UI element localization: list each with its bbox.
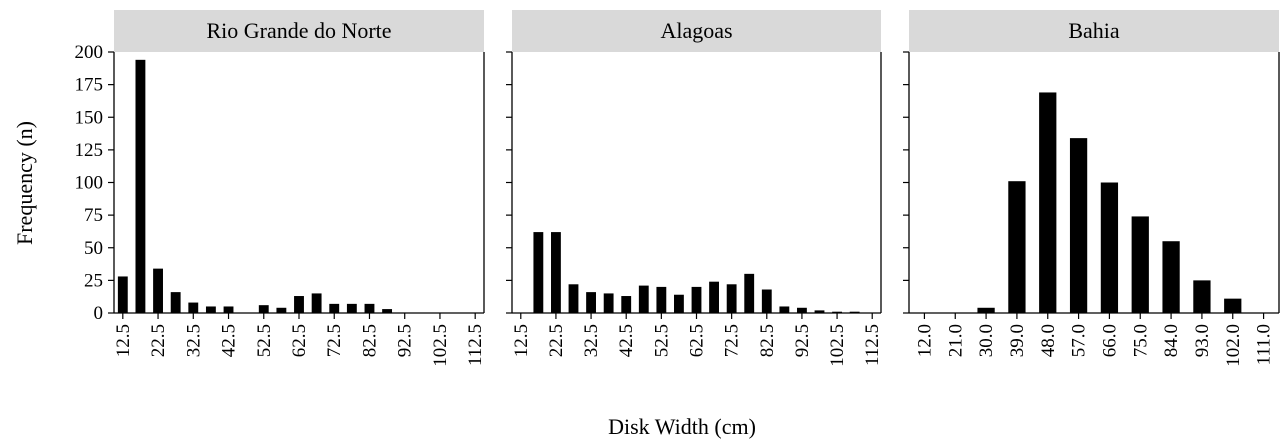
histogram-bar bbox=[364, 303, 375, 313]
y-axis-title: Frequency (n) bbox=[12, 121, 37, 245]
x-tick-label: 66.0 bbox=[1099, 324, 1120, 357]
histogram-bar bbox=[1069, 138, 1088, 313]
histogram-bar bbox=[258, 305, 269, 313]
x-tick-label: 84.0 bbox=[1161, 324, 1182, 357]
x-tick-label: 12.0 bbox=[914, 324, 935, 357]
panel-title: Rio Grande do Norte bbox=[206, 18, 391, 43]
panel-1: Rio Grande do Norte 0 25 50 75 100 125 150 175 20… bbox=[75, 10, 486, 367]
histogram-bar bbox=[1039, 92, 1057, 313]
y-tick-label: 125 bbox=[75, 140, 104, 161]
x-tick-label: 102.5 bbox=[430, 324, 451, 367]
histogram-bar bbox=[1008, 181, 1026, 313]
x-tick-label: 32.5 bbox=[581, 324, 602, 357]
y-tick-label: 0 bbox=[94, 303, 104, 324]
histogram-bar bbox=[814, 310, 825, 313]
x-tick-label: 12.5 bbox=[113, 324, 134, 357]
x-tick-label: 52.5 bbox=[651, 324, 672, 357]
y-tick-label: 175 bbox=[75, 75, 104, 96]
histogram-bar bbox=[170, 292, 181, 313]
histogram-bar bbox=[188, 302, 199, 313]
x-tick-label: 92.5 bbox=[395, 324, 416, 357]
x-tick-label: 42.5 bbox=[616, 324, 637, 357]
histogram-bar bbox=[761, 289, 772, 313]
x-tick-label: 62.5 bbox=[687, 324, 708, 357]
y-tick-label: 50 bbox=[84, 238, 103, 259]
histogram-bar bbox=[153, 268, 163, 313]
x-tick-label: 102.5 bbox=[827, 324, 848, 367]
histogram-bar bbox=[709, 281, 719, 313]
histogram-bar bbox=[294, 296, 304, 313]
histogram-bar bbox=[1131, 216, 1149, 313]
x-tick-label: 82.5 bbox=[757, 324, 778, 357]
facet-panels: Rio Grande do Norte 0 25 50 75 100 125 150 175 20… bbox=[75, 10, 1280, 367]
histogram-bar bbox=[638, 285, 649, 313]
panel-title: Bahia bbox=[1068, 18, 1120, 43]
histogram-bar bbox=[726, 284, 737, 313]
x-tick-label: 52.5 bbox=[254, 324, 275, 357]
x-tick-label: 92.5 bbox=[792, 324, 813, 357]
histogram-bar bbox=[329, 303, 340, 313]
panel-2: Alagoas 12.5 22.5 32.5 42.5 52.5 62.5 72.5 82.5 9… bbox=[506, 10, 883, 367]
histogram-bar bbox=[533, 232, 544, 313]
histogram-bar bbox=[977, 307, 995, 313]
histogram-bar bbox=[797, 307, 807, 313]
histogram-bar bbox=[568, 284, 579, 313]
x-tick-label: 112.5 bbox=[465, 324, 486, 366]
x-tick-label: 112.5 bbox=[862, 324, 883, 366]
x-tick-label: 62.5 bbox=[289, 324, 310, 357]
histogram-bar bbox=[832, 311, 842, 313]
x-tick-label: 72.5 bbox=[324, 324, 345, 357]
panel-strip bbox=[909, 10, 1279, 52]
histogram-bar bbox=[346, 303, 357, 313]
x-tick-label: 32.5 bbox=[183, 324, 204, 357]
x-tick-label: 57.0 bbox=[1069, 324, 1090, 357]
x-tick-label: 22.5 bbox=[546, 324, 567, 357]
histogram-bar bbox=[382, 309, 393, 313]
x-tick-label: 30.0 bbox=[976, 324, 997, 357]
x-tick-label: 82.5 bbox=[359, 324, 380, 357]
y-tick-label: 100 bbox=[75, 173, 104, 194]
x-tick-label: 111.0 bbox=[1254, 324, 1275, 365]
x-tick-label: 22.5 bbox=[148, 324, 169, 357]
histogram-bar bbox=[1100, 182, 1119, 313]
histogram-bar bbox=[1193, 280, 1211, 313]
x-tick-label: 72.5 bbox=[722, 324, 743, 357]
panel-strip bbox=[512, 10, 881, 52]
histogram-bar bbox=[551, 232, 561, 313]
x-tick-label: 48.0 bbox=[1038, 324, 1059, 357]
histogram-bar bbox=[223, 306, 234, 313]
histogram-bar bbox=[674, 294, 684, 313]
x-tick-label: 12.5 bbox=[511, 324, 532, 357]
histogram-bar bbox=[586, 292, 596, 313]
histogram-bar bbox=[621, 296, 632, 313]
histogram-bar bbox=[276, 307, 287, 313]
histogram-bar bbox=[205, 306, 216, 313]
y-tick-label: 150 bbox=[75, 107, 104, 128]
y-tick-label: 200 bbox=[75, 42, 104, 63]
y-tick-label: 25 bbox=[84, 270, 103, 291]
histogram-bar bbox=[691, 286, 702, 313]
panel-title: Alagoas bbox=[660, 18, 732, 43]
y-tick-label: 75 bbox=[84, 205, 103, 226]
histogram-bar bbox=[603, 293, 614, 313]
histogram-bar bbox=[117, 276, 128, 313]
histogram-bar bbox=[135, 59, 146, 313]
histogram-bar bbox=[744, 273, 755, 313]
histogram-bar bbox=[656, 286, 667, 313]
histogram-bar bbox=[779, 306, 790, 313]
x-tick-label: 93.0 bbox=[1192, 324, 1213, 357]
x-axis-title: Disk Width (cm) bbox=[608, 414, 756, 439]
panel-strip bbox=[114, 10, 484, 52]
histogram-bar bbox=[1224, 298, 1242, 313]
x-tick-label: 75.0 bbox=[1130, 324, 1151, 357]
histogram-bar bbox=[849, 311, 860, 313]
x-tick-label: 102.0 bbox=[1223, 324, 1244, 367]
x-tick-label: 21.0 bbox=[945, 324, 966, 357]
histogram-bar bbox=[1162, 241, 1180, 313]
histogram-bar bbox=[311, 293, 322, 313]
panel-3: Bahia 12.0 21.0 30.0 39.0 48.0 57.0 66.0 75.0 84.… bbox=[903, 10, 1280, 367]
x-tick-label: 39.0 bbox=[1007, 324, 1028, 357]
x-tick-label: 42.5 bbox=[219, 324, 240, 357]
